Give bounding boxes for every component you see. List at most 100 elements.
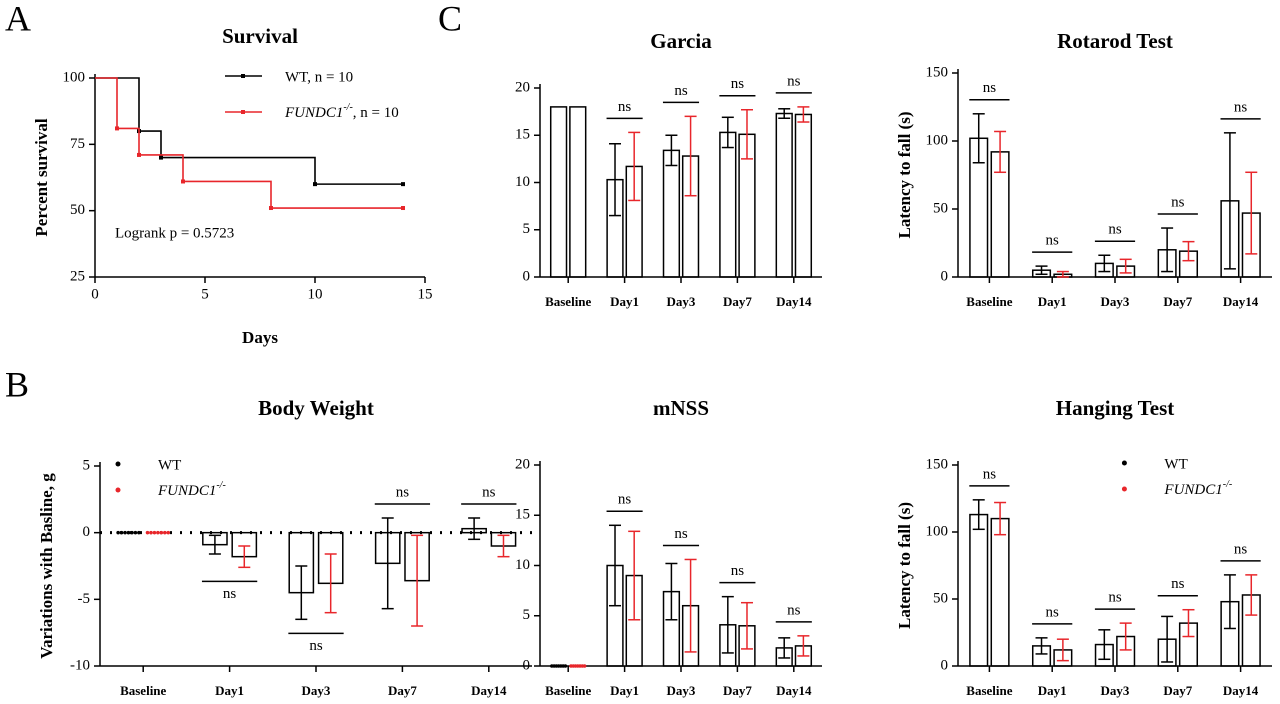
y-tick-label: 15 bbox=[515, 127, 530, 143]
y-tick-label: 50 bbox=[933, 590, 948, 606]
x-tick-label: Day7 bbox=[1163, 683, 1192, 698]
bar bbox=[969, 513, 989, 667]
x-tick-label: Day7 bbox=[723, 683, 752, 698]
error-bar bbox=[1182, 608, 1195, 638]
x-tick-label: Baseline bbox=[966, 683, 1012, 698]
censor-mark bbox=[137, 152, 141, 157]
error-bar bbox=[628, 530, 641, 621]
y-tick-label: 0 bbox=[83, 524, 91, 540]
point bbox=[123, 530, 127, 535]
error-bar bbox=[665, 562, 678, 621]
significance-label: ns bbox=[1108, 590, 1122, 606]
error-bar bbox=[1035, 265, 1048, 276]
x-tick-label: Day14 bbox=[1223, 294, 1259, 309]
error-bar bbox=[684, 558, 697, 653]
x-tick-label: Day14 bbox=[776, 683, 812, 698]
legend-marker bbox=[241, 110, 245, 114]
point bbox=[119, 530, 124, 535]
significance-label: ns bbox=[674, 526, 688, 542]
legend-label: FUNDC1-/-, n = 10 bbox=[284, 102, 399, 121]
y-tick-label: -5 bbox=[78, 591, 91, 607]
annotation: Logrank p = 0.5723 bbox=[115, 225, 234, 241]
x-tick-label: Baseline bbox=[120, 683, 166, 698]
significance-label: ns bbox=[1046, 233, 1060, 249]
y-tick-label: 150 bbox=[926, 64, 949, 80]
chart-title: mNSS bbox=[653, 396, 709, 420]
censor-mark bbox=[181, 179, 185, 184]
error-bar bbox=[778, 637, 791, 659]
chart-title: Body Weight bbox=[258, 396, 374, 420]
point bbox=[163, 530, 167, 535]
x-tick-label: Day3 bbox=[1101, 683, 1130, 698]
x-tick-label: Baseline bbox=[545, 683, 591, 698]
significance-label: ns bbox=[618, 492, 632, 508]
x-tick-label: Baseline bbox=[545, 294, 591, 309]
bar bbox=[662, 149, 681, 278]
error-bar bbox=[381, 517, 394, 610]
point bbox=[130, 530, 134, 535]
x-tick-label: 0 bbox=[91, 286, 99, 302]
x-tick-label: Day1 bbox=[1038, 294, 1067, 309]
significance-label: ns bbox=[983, 466, 997, 482]
chart-title: Survival bbox=[222, 24, 298, 48]
legend-label: WT bbox=[1164, 456, 1187, 472]
error-bar bbox=[1098, 629, 1111, 661]
x-tick-label: Baseline bbox=[966, 294, 1012, 309]
significance-label: ns bbox=[1234, 99, 1248, 115]
y-tick-label: 100 bbox=[926, 523, 949, 539]
legend-marker bbox=[1121, 460, 1127, 466]
error-bar bbox=[684, 115, 697, 197]
y-tick-label: 5 bbox=[83, 457, 91, 473]
point bbox=[152, 530, 157, 535]
point bbox=[582, 664, 587, 668]
y-tick-label: 0 bbox=[941, 268, 949, 284]
error-bar bbox=[740, 108, 753, 160]
legend-label: WT bbox=[158, 457, 181, 473]
error-bar bbox=[721, 116, 734, 149]
censor-mark bbox=[269, 206, 273, 211]
significance-label: ns bbox=[618, 99, 632, 115]
point bbox=[126, 530, 131, 535]
error-bar bbox=[1098, 254, 1111, 273]
x-tick-label: Day7 bbox=[723, 294, 752, 309]
error-bar bbox=[1245, 574, 1258, 616]
chart-title: Garcia bbox=[650, 29, 712, 53]
x-tick-label: Day14 bbox=[471, 683, 507, 698]
significance-label: ns bbox=[1234, 541, 1248, 557]
x-tick-label: Day1 bbox=[215, 683, 244, 698]
legend-label: FUNDC1-/- bbox=[1163, 479, 1232, 498]
error-bar bbox=[628, 131, 641, 202]
x-tick-label: Day7 bbox=[1163, 294, 1192, 309]
x-tick-label: Day7 bbox=[388, 683, 417, 698]
error-bar bbox=[1161, 227, 1174, 273]
error-bar bbox=[721, 595, 734, 654]
y-tick-label: 20 bbox=[515, 79, 530, 95]
x-tick-label: Day1 bbox=[610, 683, 639, 698]
survival-curve bbox=[95, 77, 403, 185]
y-tick-label: 10 bbox=[515, 557, 530, 573]
y-axis-label: Latency to fall (s) bbox=[895, 111, 914, 238]
legend-marker bbox=[115, 461, 121, 467]
error-bar bbox=[1161, 615, 1174, 663]
y-tick-label: 15 bbox=[515, 507, 530, 523]
significance-label: ns bbox=[309, 638, 323, 654]
censor-mark bbox=[115, 126, 119, 131]
y-tick-label: 20 bbox=[515, 456, 530, 472]
significance-label: ns bbox=[1171, 576, 1185, 592]
significance-label: ns bbox=[731, 563, 745, 579]
legend-marker bbox=[115, 487, 121, 493]
error-bar bbox=[1223, 574, 1236, 630]
legend-marker bbox=[1121, 486, 1127, 492]
point bbox=[145, 530, 150, 535]
x-tick-label: Day1 bbox=[610, 294, 639, 309]
y-tick-label: 0 bbox=[941, 657, 949, 673]
error-bar bbox=[1245, 171, 1258, 255]
y-tick-label: 150 bbox=[926, 456, 949, 472]
x-tick-label: Day3 bbox=[302, 683, 331, 698]
x-tick-label: Day3 bbox=[1101, 294, 1130, 309]
censor-mark bbox=[401, 206, 405, 211]
point bbox=[116, 530, 120, 535]
bar bbox=[569, 106, 587, 278]
point bbox=[156, 530, 160, 535]
significance-label: ns bbox=[983, 80, 997, 96]
